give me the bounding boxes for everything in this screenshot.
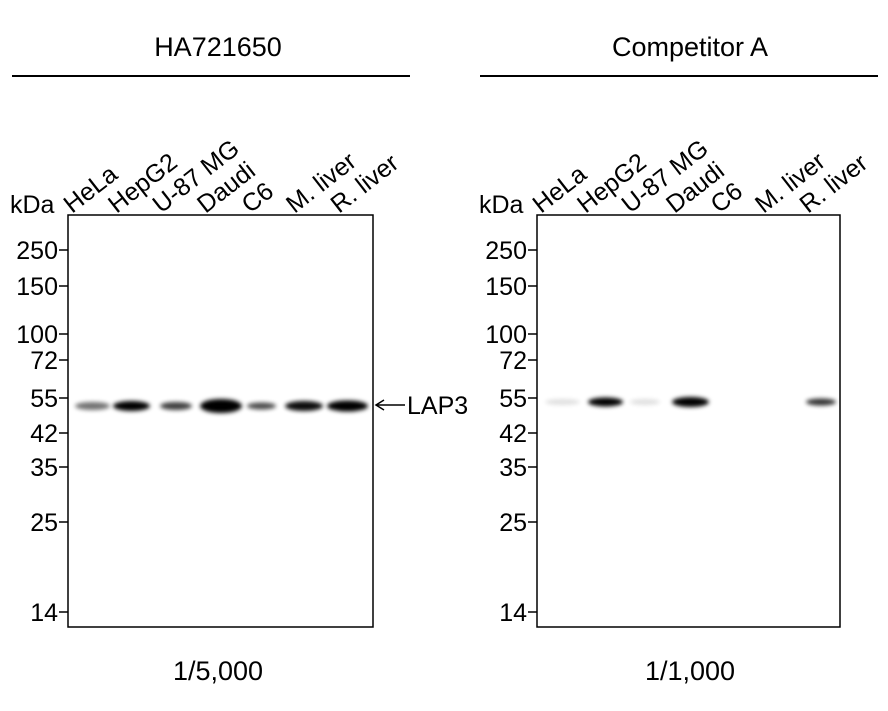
marker-label: 250 bbox=[16, 237, 58, 265]
marker-label: 42 bbox=[499, 420, 527, 448]
marker-label: 35 bbox=[30, 454, 58, 482]
band bbox=[113, 401, 150, 411]
marker-label: 72 bbox=[499, 347, 527, 375]
panel-title: Competitor A bbox=[612, 32, 768, 62]
unit-label: kDa bbox=[10, 191, 55, 219]
band bbox=[247, 402, 276, 410]
marker-label: 35 bbox=[499, 454, 527, 482]
marker-label: 150 bbox=[16, 273, 58, 301]
marker-label: 55 bbox=[30, 385, 58, 413]
unit-label: kDa bbox=[479, 191, 524, 219]
band bbox=[160, 402, 192, 410]
band bbox=[630, 399, 660, 405]
band bbox=[588, 397, 623, 407]
band bbox=[806, 398, 836, 406]
marker-label: 150 bbox=[485, 273, 527, 301]
blot-frame bbox=[67, 214, 374, 628]
dilution-label: 1/1,000 bbox=[645, 656, 735, 686]
marker-label: 72 bbox=[30, 347, 58, 375]
band bbox=[672, 397, 709, 407]
band bbox=[285, 401, 323, 411]
band bbox=[75, 402, 110, 410]
marker-label: 14 bbox=[499, 599, 527, 627]
band bbox=[545, 399, 580, 405]
band-label: LAP3 bbox=[407, 392, 468, 420]
marker-label: 55 bbox=[499, 385, 527, 413]
marker-label: 100 bbox=[485, 321, 527, 349]
band bbox=[200, 399, 242, 413]
marker-label: 25 bbox=[499, 509, 527, 537]
band bbox=[327, 400, 368, 412]
marker-label: 14 bbox=[30, 599, 58, 627]
dilution-label: 1/5,000 bbox=[173, 656, 263, 686]
marker-label: 100 bbox=[16, 321, 58, 349]
arrow-head bbox=[374, 399, 385, 411]
marker-label: 250 bbox=[485, 237, 527, 265]
marker-label: 25 bbox=[30, 509, 58, 537]
marker-label: 42 bbox=[30, 420, 58, 448]
panel-title: HA721650 bbox=[154, 32, 282, 62]
blot-frame bbox=[536, 214, 841, 628]
